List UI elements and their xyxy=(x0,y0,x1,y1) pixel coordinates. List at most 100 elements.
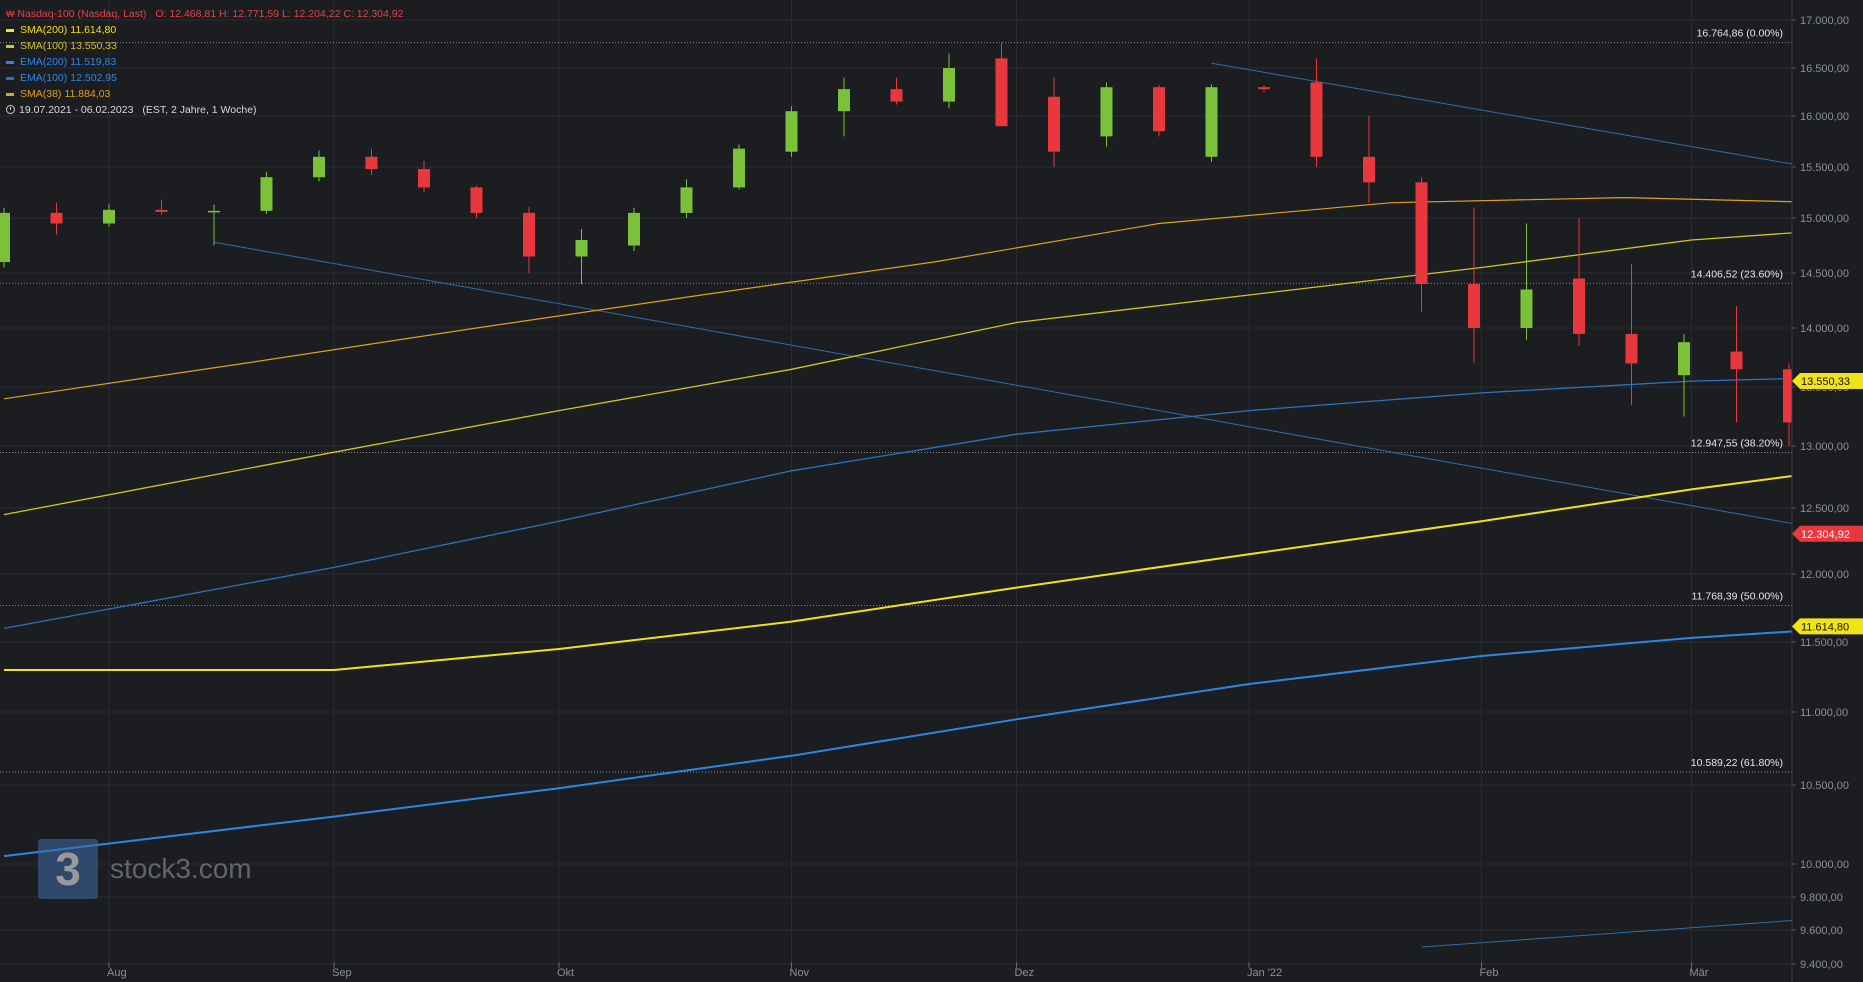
candle xyxy=(50,202,63,235)
candle xyxy=(680,179,693,218)
y-tick-label: 12.000,00 xyxy=(1800,569,1849,581)
legend-item[interactable]: SMA(200) 11.614,80 xyxy=(6,22,403,38)
price-tag-label: 12.304,92 xyxy=(1801,529,1850,541)
moving-averages xyxy=(3,196,1863,858)
candle-body xyxy=(733,148,745,188)
candle xyxy=(523,206,535,273)
candle xyxy=(785,106,798,157)
candle xyxy=(365,148,378,176)
candle xyxy=(733,144,745,190)
legend-item[interactable]: EMA(200) 11.519,83 xyxy=(6,54,403,70)
candle-body xyxy=(1258,87,1270,90)
x-tick-label: Jan '22 xyxy=(1247,967,1282,979)
x-tick-label: Aug xyxy=(107,967,127,979)
candle xyxy=(155,199,168,215)
chart-type-icon: ₩ xyxy=(6,9,15,19)
legend-label: SMA(38) xyxy=(20,88,62,100)
candle-body xyxy=(1625,333,1638,364)
candle xyxy=(1310,58,1323,167)
price-tags: 13.550,33 12.304,92 11.614,80 xyxy=(1792,373,1863,635)
y-tick-label: 17.000,00 xyxy=(1800,15,1849,27)
legend-value: 13.550,33 xyxy=(70,40,117,52)
candle-body xyxy=(418,169,430,188)
candle xyxy=(418,160,430,193)
candle-body xyxy=(365,156,378,170)
stock3-logo-icon: 3 xyxy=(38,839,98,899)
candle-body xyxy=(1205,87,1218,157)
candle xyxy=(208,204,220,246)
legend-item[interactable]: SMA(38) 11.884,03 xyxy=(6,86,403,102)
candle xyxy=(1415,177,1428,312)
candle xyxy=(1625,264,1638,405)
candle-body xyxy=(1415,182,1428,284)
legend-swatch xyxy=(6,76,14,80)
clock-icon xyxy=(6,105,15,114)
ma-line xyxy=(3,625,1863,858)
candle xyxy=(1048,77,1060,167)
candle xyxy=(943,53,955,109)
candle-body xyxy=(1100,87,1113,137)
y-tick-label: 11.500,00 xyxy=(1800,637,1848,649)
candle-body xyxy=(890,89,903,102)
fib-label: 14.406,52 (23.60%) xyxy=(1691,268,1783,280)
y-axis-panel xyxy=(1792,0,1863,982)
price-tag: 11.614,80 xyxy=(1792,618,1863,635)
candle xyxy=(1153,85,1165,137)
y-tick-label: 10.500,00 xyxy=(1800,780,1849,792)
candle-body xyxy=(313,156,325,178)
y-tick-label: 16.500,00 xyxy=(1800,63,1849,75)
candle-body xyxy=(1678,342,1690,376)
x-tick-label: Feb xyxy=(1480,967,1499,979)
candle xyxy=(1730,306,1743,423)
x-tick-label: Sep xyxy=(332,967,352,979)
legend: ₩ Nasdaq-100 (Nasdaq, Last) O: 12.468,81… xyxy=(6,6,403,118)
candle xyxy=(260,172,273,214)
candle xyxy=(1100,82,1113,147)
candle-body xyxy=(1153,87,1165,132)
candle-body xyxy=(260,177,273,211)
candle xyxy=(1573,218,1585,346)
fib-label: 12.947,55 (38.20%) xyxy=(1691,438,1783,450)
candle xyxy=(470,185,483,218)
legend-value: 12.502,95 xyxy=(70,72,117,84)
candle-body xyxy=(0,212,10,262)
ma-line xyxy=(3,227,1863,516)
candle-body xyxy=(103,209,115,224)
legend-value: 11.519,83 xyxy=(70,56,117,68)
legend-item[interactable]: SMA(100) 13.550,33 xyxy=(6,38,403,54)
price-tag: 13.550,33 xyxy=(1792,373,1863,390)
y-tick-label: 14.000,00 xyxy=(1800,323,1849,335)
candle xyxy=(0,207,10,268)
candle xyxy=(995,42,1008,127)
y-tick-label: 10.000,00 xyxy=(1800,859,1849,871)
legend-item[interactable]: EMA(100) 12.502,95 xyxy=(6,70,403,86)
candle-body xyxy=(470,187,483,213)
legend-label: SMA(100) xyxy=(20,40,68,52)
legend-label: EMA(100) xyxy=(20,72,68,84)
candle-body xyxy=(1048,96,1060,152)
legend-ohlc: O: 12.468,81 H: 12.771,59 L: 12.204,22 C… xyxy=(155,8,404,20)
candle xyxy=(1678,333,1690,417)
ma-line xyxy=(3,376,1863,630)
y-tick-label: 11.000,00 xyxy=(1800,707,1848,719)
legend-title-row: ₩ Nasdaq-100 (Nasdaq, Last) O: 12.468,81… xyxy=(6,6,403,22)
candle-body xyxy=(680,187,693,213)
y-tick-label: 13.000,00 xyxy=(1800,441,1849,453)
candle xyxy=(1468,207,1480,364)
ma-line xyxy=(4,465,1863,671)
candle xyxy=(575,229,588,284)
y-tick-label: 9.600,00 xyxy=(1800,925,1843,937)
candle xyxy=(890,77,903,105)
candle xyxy=(838,77,850,137)
price-tag-box xyxy=(1792,618,1863,635)
x-tick-label: Dez xyxy=(1015,967,1035,979)
price-tag-label: 11.614,80 xyxy=(1801,621,1849,633)
ma-line xyxy=(3,196,1863,400)
fib-label: 10.589,22 (61.80%) xyxy=(1691,757,1783,769)
candle xyxy=(628,207,640,251)
price-tag-box xyxy=(1792,373,1863,390)
stock3-logo: 3 stock3.com xyxy=(38,839,252,899)
x-tick-label: Nov xyxy=(790,967,810,979)
